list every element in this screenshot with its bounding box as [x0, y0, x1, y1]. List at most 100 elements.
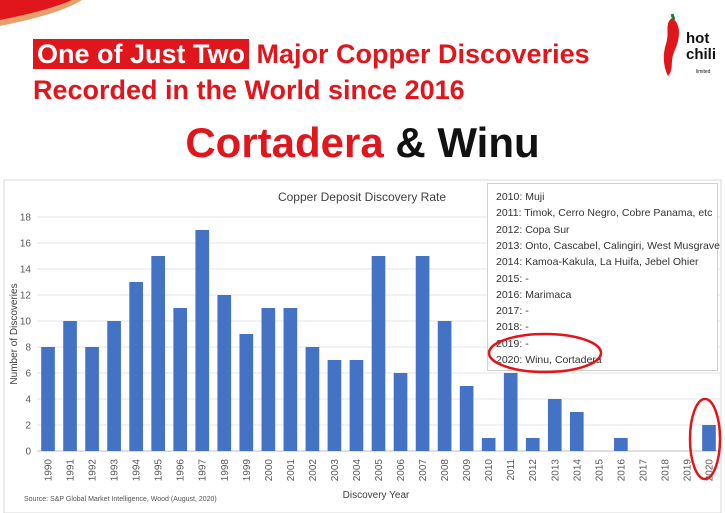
bar-2011: [503, 373, 518, 451]
y-tick-label: 2: [25, 421, 31, 432]
annotation-line: 2012: Copa Sur: [496, 223, 570, 236]
x-tick-label: 1997: [198, 459, 209, 482]
title-cortadera: Cortadera: [185, 119, 384, 166]
x-tick-label: 1998: [220, 459, 231, 482]
x-tick-label: 2020: [704, 459, 715, 482]
x-tick-label: 2005: [374, 459, 385, 482]
x-tick-label: 2009: [462, 459, 473, 482]
bar-1997: [195, 230, 210, 451]
bar-1994: [129, 282, 143, 451]
headline-line-1: One of Just Two Major Copper Discoveries: [33, 36, 590, 72]
x-tick-label: 1993: [110, 459, 121, 482]
y-tick-labels: 0 2 4 6 8 10 12 14 16 18: [20, 213, 32, 458]
x-tick-label: 2001: [286, 459, 297, 482]
y-tick-label: 8: [25, 343, 31, 354]
annotation-line: 2018: -: [496, 321, 529, 334]
headline-line-1-rest: Major Copper Discoveries: [249, 39, 590, 69]
y-tick-label: 4: [25, 395, 31, 406]
bar-2013: [547, 399, 562, 451]
bar-1998: [217, 295, 232, 451]
x-tick-label: 1992: [88, 459, 99, 482]
annotation-line: 2017: -: [496, 305, 529, 318]
bar-2005: [371, 256, 386, 451]
logo-word-hot: hot: [686, 30, 710, 47]
x-tick-label: 2012: [528, 459, 539, 482]
x-tick-label: 2007: [418, 459, 429, 482]
x-tick-label: 2019: [682, 459, 693, 482]
logo-word-limited: limited: [696, 69, 711, 75]
bar-1993: [107, 321, 121, 451]
x-tick-label: 1996: [176, 459, 187, 482]
bar-2010: [481, 438, 496, 451]
x-tick-label: 2017: [638, 459, 649, 482]
x-tick-label: 2015: [594, 459, 605, 482]
annotation-line: 2013: Onto, Cascabel, Calingiri, West Mu…: [496, 239, 720, 252]
y-tick-label: 6: [25, 369, 31, 380]
bar-2008: [437, 321, 452, 451]
annotation-line: 2014: Kamoa-Kakula, La Huifa, Jebel Ohie…: [496, 256, 699, 269]
x-tick-labels: 1990 1991 1992 1993 1994 1995 1996 1997 1998 1999…: [44, 459, 716, 482]
x-tick-label: 1991: [66, 459, 77, 482]
x-tick-label: 2014: [572, 459, 583, 482]
annotation-line: 2019: -: [496, 337, 529, 350]
y-tick-label: 10: [20, 317, 32, 328]
y-tick-label: 14: [20, 265, 32, 276]
bar-1995: [151, 256, 166, 451]
logo-word-chili: chili: [686, 46, 717, 63]
bar-2007: [415, 256, 430, 451]
x-tick-label: 2013: [550, 459, 561, 482]
annotation-line: 2010: Muji: [496, 191, 545, 203]
x-axis-label: Discovery Year: [343, 490, 410, 501]
bar-2016: [614, 438, 628, 451]
annotation-line: 2016: Marimaca: [496, 288, 572, 301]
x-tick-label: 2010: [484, 459, 495, 482]
title-winu: & Winu: [383, 119, 540, 166]
x-tick-label: 2006: [396, 459, 407, 482]
x-tick-label: 2000: [264, 459, 275, 482]
bar-2020: [702, 425, 716, 451]
y-tick-label: 18: [20, 213, 32, 224]
hot-chili-logo: [663, 13, 679, 76]
header-swoosh: [0, 0, 82, 26]
bar-2006: [393, 373, 408, 451]
x-tick-label: 1990: [44, 459, 55, 482]
x-tick-label: 2004: [352, 459, 363, 482]
chart-title: Copper Deposit Discovery Rate: [278, 190, 446, 204]
bar-2004: [349, 360, 364, 451]
x-tick-label: 1994: [132, 459, 143, 482]
y-tick-label: 12: [20, 291, 32, 302]
y-tick-label: 0: [25, 447, 31, 458]
x-tick-label: 2003: [330, 459, 341, 482]
x-tick-label: 1999: [242, 459, 253, 482]
y-axis-label: Number of Discoveries: [9, 283, 20, 384]
bars: [41, 230, 716, 451]
annotation-line: 2011: Timok, Cerro Negro, Cobre Panama, …: [496, 207, 713, 220]
bar-2003: [327, 360, 342, 451]
headline: One of Just Two Major Copper Discoveries…: [33, 36, 590, 108]
x-tick-label: 2008: [440, 459, 451, 482]
page-title: Cortadera & Winu: [0, 119, 725, 167]
x-tick-label: 2016: [616, 459, 627, 482]
annotation-line: 2020: Winu, Cortadera: [496, 354, 602, 366]
x-tick-label: 2018: [660, 459, 671, 482]
bar-2009: [459, 386, 474, 451]
source-note: Source: S&P Global Market Intelligence, …: [24, 496, 217, 503]
bar-2014: [569, 412, 584, 451]
bar-2002: [305, 347, 320, 451]
bar-1991: [63, 321, 77, 451]
headline-line-2: Recorded in the World since 2016: [33, 75, 465, 105]
y-tick-label: 16: [20, 239, 32, 250]
bar-1996: [173, 308, 188, 451]
annotation-line: 2015: -: [496, 272, 529, 285]
bar-2012: [525, 438, 540, 451]
bar-2001: [283, 308, 298, 451]
bar-2000: [261, 308, 276, 451]
bar-1999: [239, 334, 254, 451]
bar-1990: [41, 347, 55, 451]
bar-1992: [85, 347, 99, 451]
headline-highlight: One of Just Two: [33, 39, 249, 69]
x-tick-label: 2002: [308, 459, 319, 482]
x-tick-label: 1995: [154, 459, 165, 482]
highlight-circle-2020: [688, 397, 722, 481]
x-tick-label: 2011: [506, 459, 517, 481]
